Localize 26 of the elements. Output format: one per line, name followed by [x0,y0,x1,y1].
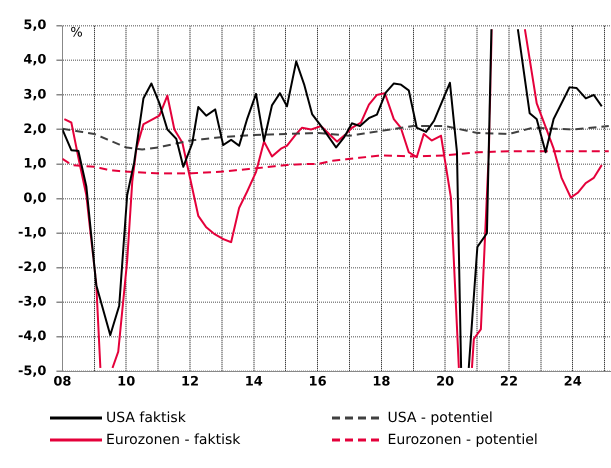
y-axis-title: % [70,26,83,41]
y-tick-label: 2,0 [23,122,46,137]
x-tick-label: 10 [117,374,136,390]
x-tick-label: 24 [564,374,582,390]
x-tick-label: 12 [180,374,200,390]
y-tick-label: 5,0 [23,18,46,34]
y-tick-label: 0,0 [23,190,46,206]
y-tick-label: -4,0 [18,329,46,344]
legend-label: USA faktisk [106,409,186,428]
x-tick-label: 20 [436,374,454,390]
line-series [62,125,610,151]
legend-label: USA - potentiel [388,409,493,428]
x-tick-label: 14 [244,374,263,390]
y-tick-label: -5,0 [18,364,46,379]
legend-label: Eurozonen - potentiel [388,431,538,450]
y-tick-label: -1,0 [18,226,46,241]
x-tick-label: 18 [372,374,390,390]
legend-label: Eurozonen - faktisk [106,431,240,450]
y-tick-label: -3,0 [18,294,46,310]
x-tick-label: 08 [53,374,72,390]
x-tick-label: 16 [308,374,327,390]
y-tick-label: 3,0 [23,87,46,102]
y-tick-label: 4,0 [23,52,46,68]
y-tick-label: -2,0 [18,260,46,276]
y-tick-label: 1,0 [23,156,46,172]
x-tick-label: 22 [500,374,518,390]
